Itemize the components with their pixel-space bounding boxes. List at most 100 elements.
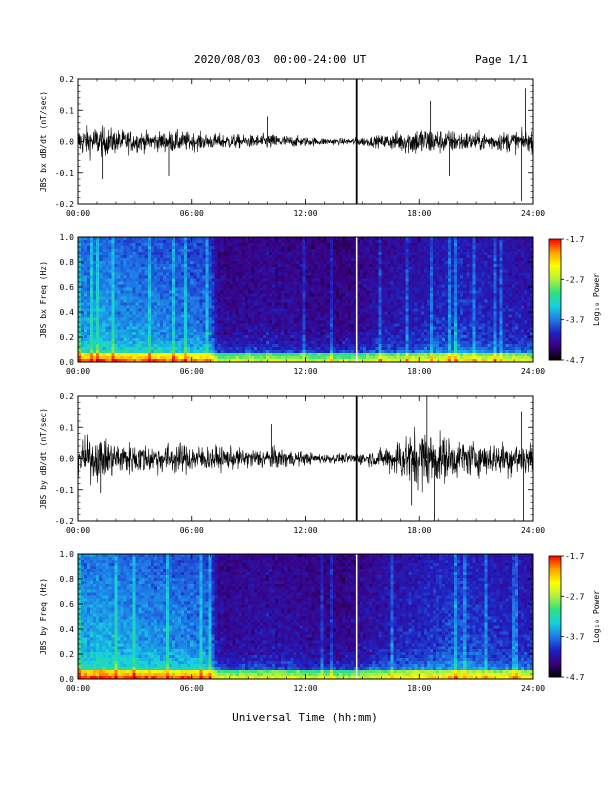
heatmap-cell — [99, 329, 103, 333]
heatmap-cell — [193, 239, 197, 244]
heatmap-cell — [217, 275, 221, 279]
heatmap-cell — [147, 356, 152, 360]
heatmap-cell — [220, 356, 224, 360]
heatmap-cell — [111, 254, 115, 259]
heatmap-cell — [320, 350, 324, 354]
heatmap-cell — [108, 260, 112, 265]
heatmap-cell — [250, 311, 255, 315]
heatmap-cell — [287, 332, 291, 336]
heatmap-cell — [387, 317, 391, 321]
heatmap-cell — [323, 344, 328, 348]
heatmap-cell — [387, 254, 391, 259]
heatmap-cell — [408, 347, 412, 351]
heatmap-cell — [266, 302, 270, 306]
heatmap-cell — [114, 293, 118, 297]
heatmap-cell — [263, 251, 267, 256]
heatmap-cell — [111, 266, 115, 271]
heatmap-cell — [181, 278, 185, 282]
heatmap-cell — [138, 299, 142, 303]
heatmap-cell — [420, 353, 425, 357]
heatmap-cell — [178, 326, 182, 330]
heatmap-cell — [329, 263, 334, 268]
heatmap-cell — [426, 254, 431, 259]
heatmap-cell — [366, 278, 370, 282]
heatmap-cell — [87, 237, 91, 241]
heatmap-cell — [196, 353, 200, 357]
heatmap-cell — [296, 302, 300, 306]
heatmap-cell — [111, 263, 115, 268]
heatmap-cell — [162, 359, 167, 363]
heatmap-cell — [205, 287, 209, 291]
heatmap-cell — [363, 266, 367, 271]
heatmap-cell — [396, 237, 400, 241]
heatmap-cell — [187, 296, 191, 300]
heatmap-cell — [132, 293, 136, 297]
heatmap-cell — [308, 287, 312, 291]
heatmap-cell — [184, 356, 188, 360]
heatmap-cell — [417, 293, 422, 297]
heatmap-cell — [408, 248, 412, 253]
heatmap-cell — [117, 254, 121, 259]
heatmap-cell — [150, 302, 155, 306]
heatmap-cell — [184, 350, 188, 354]
heatmap-cell — [220, 293, 224, 297]
heatmap-cell — [250, 335, 255, 339]
heatmap-cell — [165, 317, 170, 321]
heatmap-cell — [159, 278, 164, 282]
heatmap-cell — [253, 359, 258, 363]
heatmap-cell — [117, 263, 121, 268]
heatmap-cell — [354, 254, 358, 259]
heatmap-cell — [375, 353, 379, 357]
heatmap-cell — [423, 320, 428, 324]
heatmap-cell — [272, 237, 276, 241]
heatmap-cell — [114, 341, 118, 345]
heatmap-cell — [408, 296, 412, 300]
heatmap-cell — [187, 284, 191, 288]
heatmap-cell — [266, 356, 270, 360]
heatmap-cell — [129, 242, 133, 247]
heatmap-cell — [305, 308, 309, 312]
heatmap-cell — [84, 260, 88, 265]
heatmap-cell — [281, 281, 285, 285]
heatmap-cell — [338, 332, 343, 336]
heatmap-cell — [256, 326, 261, 330]
heatmap-cell — [256, 299, 261, 303]
heatmap-cell — [375, 293, 379, 297]
heatmap-cell — [114, 299, 118, 303]
heatmap-cell — [305, 344, 309, 348]
heatmap-cell — [111, 338, 115, 342]
heatmap-cell — [238, 332, 243, 336]
heatmap-cell — [129, 305, 133, 309]
heatmap-cell — [272, 356, 276, 360]
heatmap-cell — [199, 296, 203, 300]
heatmap-cell — [363, 314, 367, 318]
heatmap-cell — [81, 347, 85, 351]
heatmap-cell — [217, 281, 221, 285]
heatmap-cell — [93, 335, 97, 339]
heatmap-cell — [117, 281, 121, 285]
heatmap-cell — [229, 350, 233, 354]
heatmap-cell — [123, 296, 127, 300]
heatmap-cell — [414, 281, 419, 285]
heatmap-cell — [81, 293, 85, 297]
heatmap-cell — [126, 359, 130, 363]
heatmap-cell — [175, 311, 179, 315]
heatmap-cell — [296, 263, 300, 268]
heatmap-cell — [411, 302, 415, 306]
heatmap-cell — [293, 284, 297, 288]
heatmap-cell — [229, 245, 233, 250]
heatmap-cell — [344, 287, 349, 291]
heatmap-cell — [135, 275, 139, 279]
heatmap-cell — [351, 320, 355, 324]
heatmap-cell — [372, 254, 376, 259]
heatmap-cell — [269, 281, 273, 285]
heatmap-cell — [78, 275, 82, 279]
heatmap-cell — [308, 275, 312, 279]
heatmap-cell — [320, 275, 324, 279]
heatmap-cell — [266, 275, 270, 279]
heatmap-cell — [193, 266, 197, 271]
heatmap-cell — [308, 302, 312, 306]
heatmap-cell — [369, 245, 373, 250]
heatmap-cell — [169, 320, 173, 324]
heatmap-cell — [323, 242, 328, 247]
